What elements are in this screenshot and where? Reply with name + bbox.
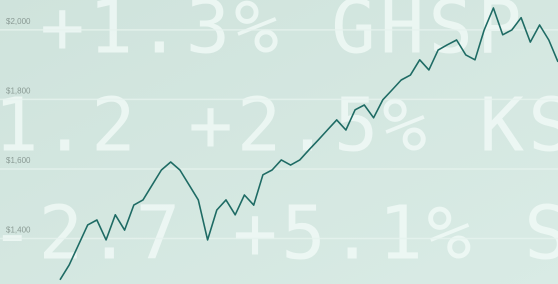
ticker-row: +1.3% GHSP +1.2 — [40, 0, 558, 71]
y-tick-label: $1,600 — [6, 156, 31, 165]
y-tick-label: $1,400 — [6, 226, 31, 235]
chart: +1.3% GHSP +1.2 1.2 +2.5% KSPT +2.1 -2.7… — [0, 0, 558, 284]
y-tick-label: $1,800 — [6, 87, 31, 96]
ticker-row: 1.2 +2.5% KSPT +2.1 — [0, 83, 558, 169]
y-tick-label: $2,000 — [6, 17, 31, 26]
